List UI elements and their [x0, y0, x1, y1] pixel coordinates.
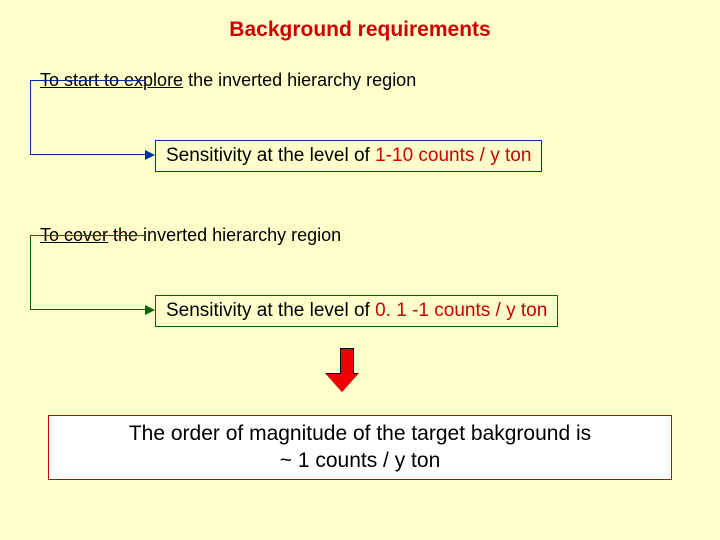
conclusion-line1: The order of magnitude of the target bak…: [129, 422, 591, 445]
bracket-2-arrowhead: [145, 305, 155, 315]
bracket-1-arrowhead: [145, 150, 155, 160]
slide-title: Background requirements: [0, 18, 720, 42]
conclusion-box: The order of magnitude of the target bak…: [48, 415, 672, 480]
down-arrow-icon: [335, 348, 358, 392]
conclusion-line2: ~ 1 counts / y ton: [280, 449, 441, 472]
sensitivity-box-2: Sensitivity at the level of 0. 1 -1 coun…: [155, 295, 558, 327]
bracket-1: [30, 80, 145, 155]
sensitivity-box-1: Sensitivity at the level of 1-10 counts …: [155, 140, 542, 172]
bracket-2: [30, 235, 145, 310]
